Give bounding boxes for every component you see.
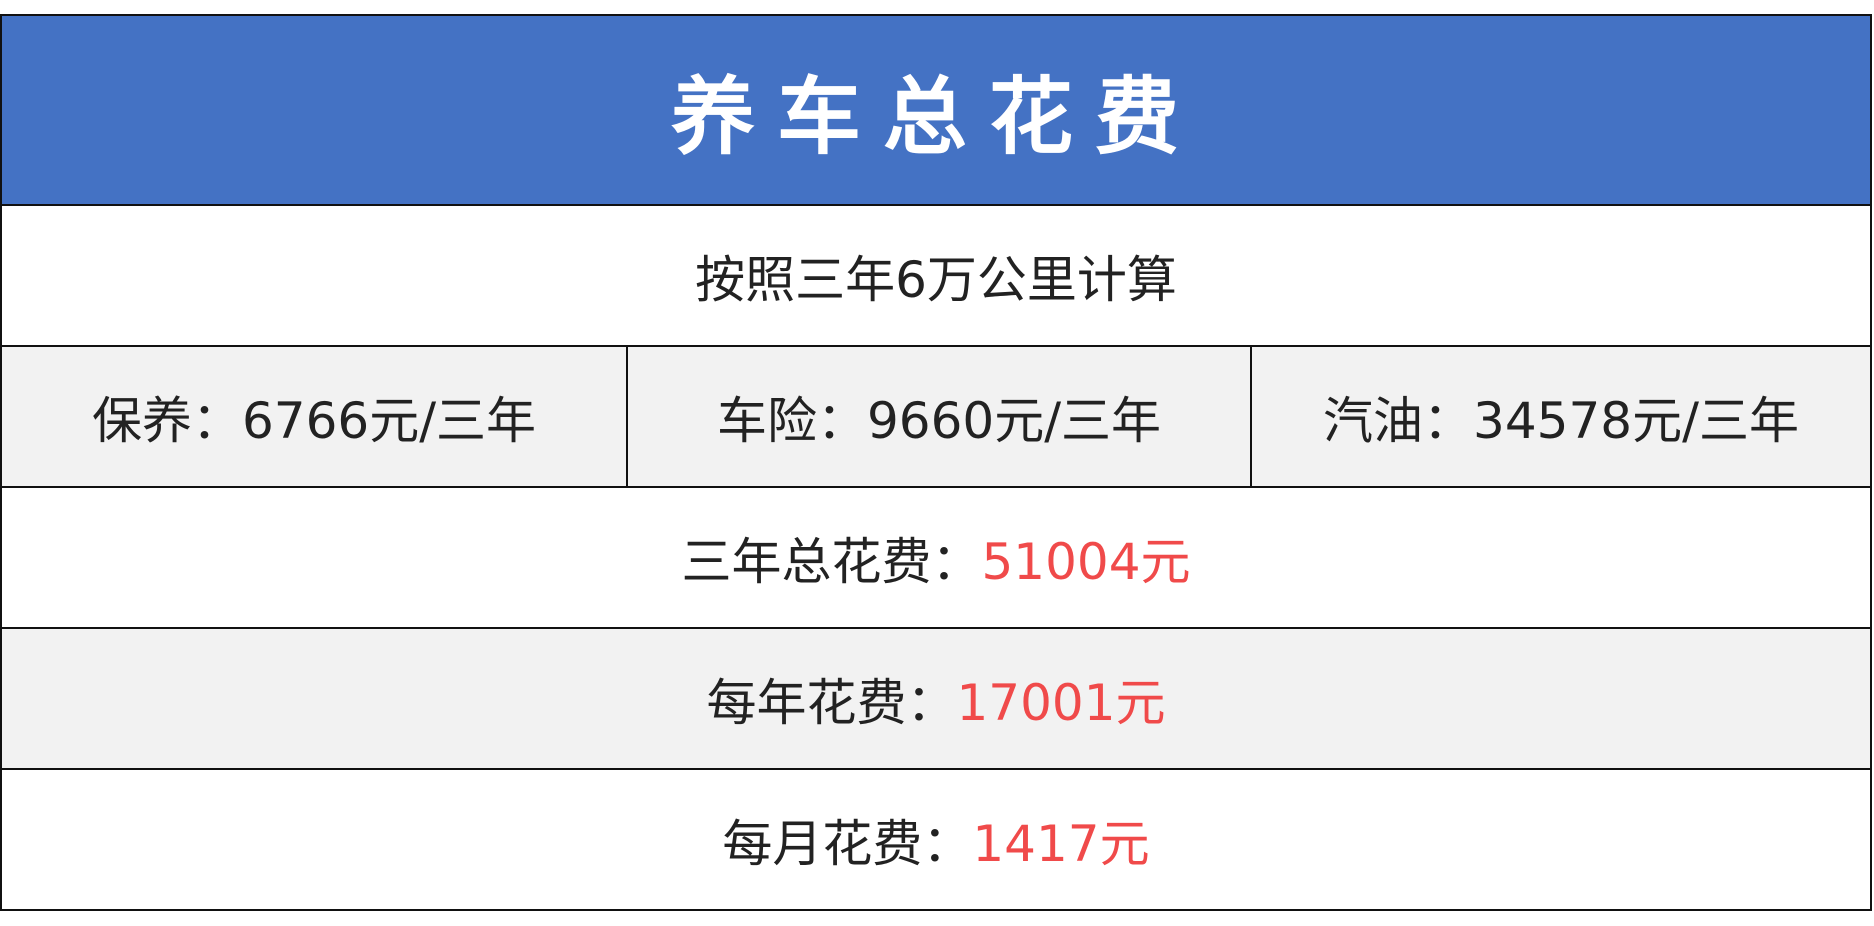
item-value: 6766元/三年	[241, 391, 537, 450]
item-label: 车险：	[716, 391, 867, 450]
item-value: 34578元/三年	[1473, 391, 1799, 450]
total-value: 51004元	[981, 532, 1191, 591]
yearly-cost-row: 每年花费： 17001元	[2, 627, 1870, 768]
item-label: 汽油：	[1323, 391, 1474, 450]
items-row: 保养： 6766元/三年 车险： 9660元/三年 汽油： 34578元/三年	[2, 345, 1870, 486]
basis-text: 按照三年6万公里计算	[695, 250, 1177, 309]
yearly-value: 17001元	[956, 673, 1166, 732]
monthly-cost-row: 每月花费： 1417元	[2, 768, 1870, 909]
basis-row: 按照三年6万公里计算	[2, 204, 1870, 345]
item-insurance: 车险： 9660元/三年	[626, 347, 1250, 486]
item-value: 9660元/三年	[866, 391, 1162, 450]
cost-table: 养车总花费 按照三年6万公里计算 保养： 6766元/三年 车险： 9660元/三年…	[0, 14, 1872, 911]
monthly-label: 每月花费：	[722, 814, 973, 873]
item-fuel: 汽油： 34578元/三年	[1250, 347, 1870, 486]
total-three-years-row: 三年总花费： 51004元	[2, 486, 1870, 627]
item-label: 保养：	[91, 391, 242, 450]
table-title: 养车总花费	[670, 67, 1201, 166]
yearly-label: 每年花费：	[706, 673, 957, 732]
monthly-value: 1417元	[972, 814, 1150, 873]
total-label: 三年总花费：	[681, 532, 982, 591]
item-maintenance: 保养： 6766元/三年	[2, 347, 626, 486]
table-title-row: 养车总花费	[2, 16, 1870, 204]
